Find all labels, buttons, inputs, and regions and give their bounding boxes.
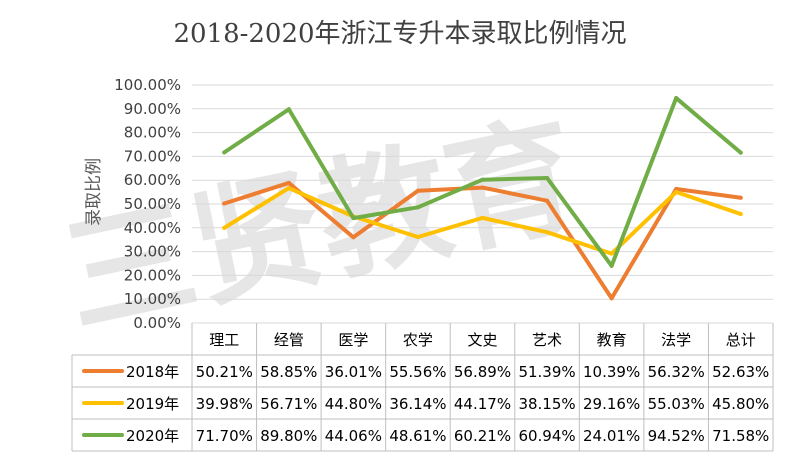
- data-label: 36.01%: [325, 363, 382, 381]
- y-axis-label: 录取比例: [84, 158, 104, 226]
- data-point: [286, 186, 291, 191]
- legend-label: 2020年: [126, 427, 179, 445]
- data-point: [351, 216, 356, 221]
- y-axis-ticks: 0.00% 10.00% 20.00% 30.00% 40.00% 50.00% 60.00…: [114, 76, 181, 332]
- series-lines: [222, 96, 743, 301]
- y-tick-label: 30.00%: [124, 243, 181, 261]
- data-label: 10.39%: [583, 363, 640, 381]
- y-tick-label: 20.00%: [124, 266, 181, 284]
- x-tick-label: 艺术: [532, 331, 562, 349]
- data-label: 55.03%: [648, 395, 705, 413]
- data-point: [609, 251, 614, 256]
- data-point: [480, 177, 485, 182]
- data-point: [609, 296, 614, 301]
- data-label: 94.52%: [648, 427, 705, 445]
- data-label: 71.58%: [712, 427, 769, 445]
- y-tick-label: 100.00%: [114, 76, 181, 94]
- gridlines: [192, 84, 773, 324]
- x-tick-label: 法学: [661, 331, 691, 349]
- data-label: 89.80%: [260, 427, 317, 445]
- x-tick-label: 文史: [467, 331, 497, 349]
- data-label: 44.17%: [454, 395, 511, 413]
- data-label: 29.16%: [583, 395, 640, 413]
- x-tick-label: 教育: [597, 331, 627, 349]
- x-tick-label: 经管: [274, 331, 304, 349]
- data-label: 36.14%: [389, 395, 446, 413]
- data-point: [545, 198, 550, 203]
- data-point: [415, 205, 420, 210]
- data-label: 48.61%: [389, 427, 446, 445]
- data-point: [286, 180, 291, 185]
- data-point: [674, 190, 679, 195]
- y-tick-label: 80.00%: [124, 124, 181, 142]
- y-tick-label: 50.00%: [124, 195, 181, 213]
- data-point: [545, 175, 550, 180]
- chart-title: 2018-2020年浙江专升本录取比例情况: [173, 19, 626, 49]
- data-point: [480, 185, 485, 190]
- data-label: 71.70%: [196, 427, 253, 445]
- data-label: 55.56%: [389, 363, 446, 381]
- data-point: [222, 150, 227, 155]
- y-tick-label: 60.00%: [124, 171, 181, 189]
- data-table: 理工 经管 医学 农学 文史 艺术 教育 法学 总计 2018年 50.21% 58.85% 36.01…: [71, 323, 774, 452]
- x-tick-label: 医学: [338, 331, 368, 349]
- data-label: 51.39%: [518, 363, 575, 381]
- data-point: [738, 195, 743, 200]
- data-point: [286, 107, 291, 112]
- data-point: [351, 235, 356, 240]
- data-label: 56.71%: [260, 395, 317, 413]
- y-tick-label: 10.00%: [124, 290, 181, 308]
- data-point: [738, 211, 743, 216]
- data-point: [674, 96, 679, 101]
- data-point: [415, 234, 420, 239]
- data-point: [545, 230, 550, 235]
- data-label: 60.21%: [454, 427, 511, 445]
- data-label: 24.01%: [583, 427, 640, 445]
- data-label: 58.85%: [260, 363, 317, 381]
- x-tick-label: 农学: [403, 331, 433, 349]
- y-tick-label: 0.00%: [133, 314, 181, 332]
- data-point: [609, 263, 614, 268]
- data-point: [222, 225, 227, 230]
- x-tick-label: 总计: [726, 331, 756, 349]
- data-point: [674, 186, 679, 191]
- data-label: 39.98%: [196, 395, 253, 413]
- legend-label: 2019年: [126, 395, 179, 413]
- data-label: 45.80%: [712, 395, 769, 413]
- y-tick-label: 40.00%: [124, 219, 181, 237]
- data-label: 44.80%: [325, 395, 382, 413]
- data-label: 56.32%: [648, 363, 705, 381]
- data-label: 38.15%: [518, 395, 575, 413]
- y-tick-label: 70.00%: [124, 147, 181, 165]
- data-label: 50.21%: [196, 363, 253, 381]
- data-point: [415, 188, 420, 193]
- data-point: [738, 150, 743, 155]
- data-label: 60.94%: [518, 427, 575, 445]
- legend-label: 2018年: [126, 363, 179, 381]
- y-tick-label: 90.00%: [124, 100, 181, 118]
- data-point: [480, 215, 485, 220]
- data-label: 56.89%: [454, 363, 511, 381]
- x-tick-label: 理工: [209, 331, 239, 349]
- data-label: 44.06%: [325, 427, 382, 445]
- data-label: 52.63%: [712, 363, 769, 381]
- data-point: [222, 201, 227, 206]
